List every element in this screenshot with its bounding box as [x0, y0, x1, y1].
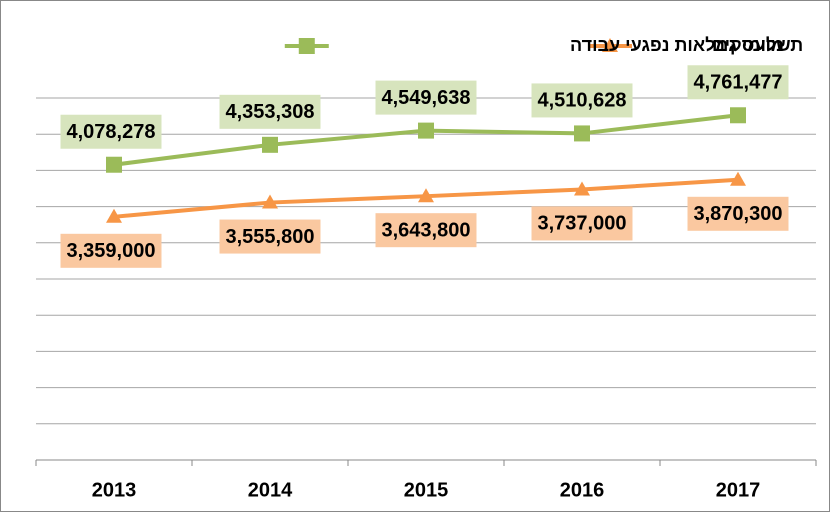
x-tick-label: 2016: [560, 479, 605, 501]
data-label: 3,359,000: [60, 233, 162, 268]
marker: [574, 125, 590, 142]
data-label-bg: [60, 233, 162, 268]
marker: [418, 188, 434, 203]
marker: [418, 122, 434, 139]
data-label-text: 3,555,800: [226, 226, 315, 248]
marker: [298, 38, 315, 54]
data-label-text: 4,549,638: [382, 87, 471, 109]
marker: [730, 107, 746, 124]
data-label-text: 3,737,000: [538, 213, 627, 235]
data-label-bg: [531, 83, 633, 118]
marker: [106, 208, 122, 223]
x-tick-label: 2017: [716, 479, 761, 501]
data-label-bg: [219, 94, 321, 129]
x-tick-label: 2014: [248, 479, 293, 501]
legend-label: תשלומי גמלאות נפגעי עבודה: [570, 35, 803, 55]
marker: [106, 156, 122, 173]
legend-label: מועסקים: [712, 35, 784, 55]
marker: [574, 181, 590, 196]
data-label-text: 3,359,000: [67, 240, 156, 262]
data-label-bg: [375, 80, 477, 115]
data-label-text: 4,761,477: [694, 72, 783, 94]
data-label-text: 3,870,300: [694, 203, 783, 225]
x-tick-label: 2013: [92, 479, 137, 501]
x-tick-label: 2015: [404, 479, 449, 501]
data-label: 4,549,638: [375, 80, 477, 115]
data-label: 4,761,477: [687, 65, 789, 100]
data-label: 4,353,308: [219, 94, 321, 129]
data-label: 4,078,278: [60, 114, 162, 149]
data-label: 4,510,628: [531, 83, 633, 118]
marker: [262, 136, 278, 153]
marker: [602, 38, 618, 52]
data-label-text: 4,510,628: [538, 90, 627, 112]
data-label-bg: [60, 114, 162, 149]
data-label-bg: [687, 65, 789, 100]
data-label-bg: [687, 196, 789, 231]
data-label-text: 4,353,308: [226, 101, 315, 123]
data-label-bg: [375, 213, 477, 248]
data-label: 3,555,800: [219, 219, 321, 254]
marker: [730, 171, 746, 186]
data-label: 3,643,800: [375, 213, 477, 248]
data-label-text: 4,078,278: [67, 121, 156, 143]
marker: [262, 194, 278, 209]
data-label-bg: [219, 219, 321, 254]
data-label-text: 3,643,800: [382, 219, 471, 241]
data-label: 3,870,300: [687, 196, 789, 231]
data-label-bg: [531, 206, 633, 241]
data-label: 3,737,000: [531, 206, 633, 241]
